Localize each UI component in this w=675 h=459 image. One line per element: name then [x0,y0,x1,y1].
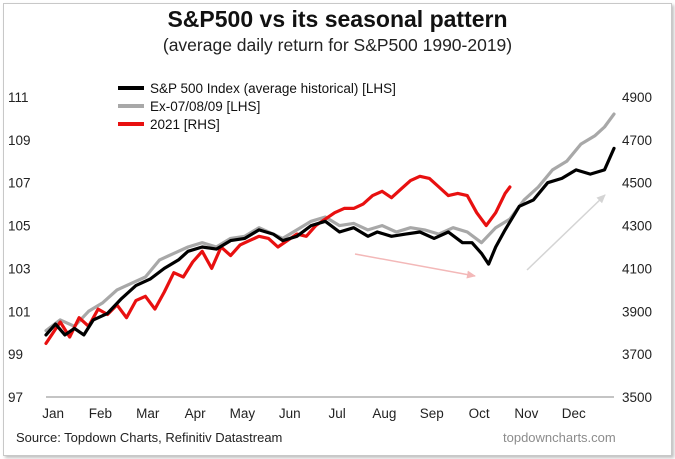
chart-title: S&P500 vs its seasonal pattern [167,6,508,32]
y-left-tick-label: 111 [8,90,29,105]
legend-label: 2021 [RHS] [150,117,220,132]
y-right-tick-label: 4100 [622,261,652,276]
x-tick-label: Mar [136,406,160,421]
x-tick-label: Sep [420,406,444,421]
source-note: Source: Topdown Charts, Refinitiv Datast… [16,430,283,445]
y-right-tick-label: 4900 [622,90,652,105]
legend-label: S&P 500 Index (average historical) [LHS] [150,81,396,96]
y-right-tick-label: 3700 [622,347,652,362]
legend-label: Ex-07/08/09 [LHS] [150,99,260,114]
chart-subtitle: (average daily return for S&P500 1990-20… [162,35,513,55]
y-right-tick-label: 3500 [622,390,652,405]
y-left-tick-label: 107 [8,176,31,191]
series-line-2 [44,174,512,345]
y-left-tick-label: 109 [8,133,31,148]
x-tick-label: Jun [279,406,301,421]
x-tick-label: Apr [185,406,207,421]
trend-arrow-pink [354,253,476,279]
y-right-tick-label: 4500 [622,176,652,191]
x-tick-label: Jul [328,406,345,421]
legend: S&P 500 Index (average historical) [LHS]… [118,81,396,132]
x-tick-label: Oct [469,406,490,421]
y-right-tick-label: 3900 [622,304,652,319]
x-tick-label: Aug [372,406,396,421]
x-tick-label: Nov [514,406,538,421]
y-left-tick-label: 99 [8,347,23,362]
y-left-tick-label: 103 [8,261,31,276]
series-line-0 [44,146,616,337]
y-left-tick-label: 97 [8,390,23,405]
y-left-tick-label: 101 [8,304,31,319]
y-left-tick-label: 105 [8,219,31,234]
series-line-1 [44,112,616,333]
trend-arrow-grey [526,194,606,271]
watermark: topdowncharts.com [503,430,616,445]
y-right-tick-label: 4700 [622,133,652,148]
x-tick-label: Feb [89,406,112,421]
y-right-tick-label: 4300 [622,219,652,234]
x-tick-label: Dec [562,406,586,421]
x-tick-label: May [230,406,256,421]
x-tick-label: Jan [42,406,64,421]
